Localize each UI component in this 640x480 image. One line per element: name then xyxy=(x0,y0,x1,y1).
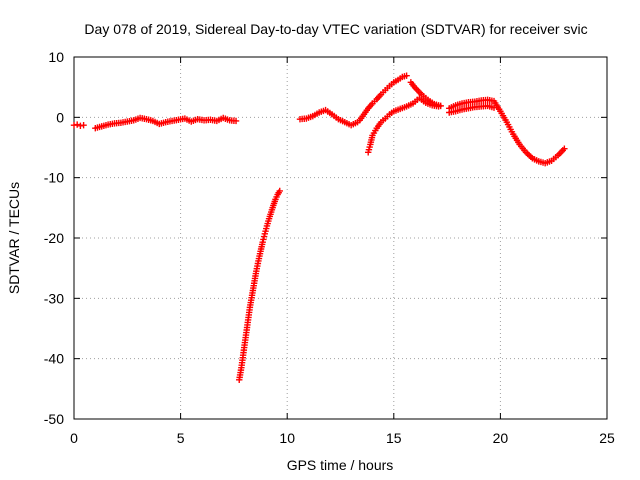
series-arc9 xyxy=(446,102,498,116)
series-arc3 xyxy=(236,187,283,383)
x-tick-label: 10 xyxy=(279,430,295,446)
y-tick-label: -10 xyxy=(44,170,64,186)
data-point xyxy=(80,121,87,129)
x-tick-label: 0 xyxy=(70,430,78,446)
y-tick-label: 0 xyxy=(56,109,64,125)
x-tick-label: 5 xyxy=(177,430,185,446)
data-point xyxy=(437,102,444,110)
series-arc5 xyxy=(356,72,410,124)
series-arc1 xyxy=(70,121,87,129)
y-tick-label: -30 xyxy=(44,290,64,306)
y-tick-label: -40 xyxy=(44,351,64,367)
data-point xyxy=(232,117,240,125)
data-points xyxy=(70,72,568,383)
series-arc7 xyxy=(407,79,444,110)
data-point xyxy=(276,187,283,195)
grid xyxy=(74,57,607,419)
data-point xyxy=(403,72,410,79)
data-point xyxy=(561,145,568,152)
ticks xyxy=(73,56,608,420)
plot-frame xyxy=(73,56,608,420)
series-arc8 xyxy=(446,96,568,167)
x-tick-label: 15 xyxy=(386,430,402,446)
x-tick-label: 20 xyxy=(493,430,509,446)
data-point xyxy=(490,104,498,111)
x-tick-labels: 0 5 10 15 20 25 xyxy=(70,430,615,446)
x-axis-label: GPS time / hours xyxy=(287,457,394,473)
series-arc2 xyxy=(92,114,240,132)
chart-title: Day 078 of 2019, Sidereal Day-to-day VTE… xyxy=(84,21,587,37)
y-tick-label: 10 xyxy=(48,49,64,65)
y-axis-label: SDTVAR / TECUs xyxy=(6,182,22,294)
y-tick-label: -50 xyxy=(44,411,64,427)
y-tick-label: -20 xyxy=(44,230,64,246)
data-point xyxy=(73,121,81,128)
y-tick-labels: -50 -40 -30 -20 -10 0 10 xyxy=(44,49,64,427)
series-arc4 xyxy=(296,106,361,129)
x-tick-label: 25 xyxy=(599,430,615,446)
